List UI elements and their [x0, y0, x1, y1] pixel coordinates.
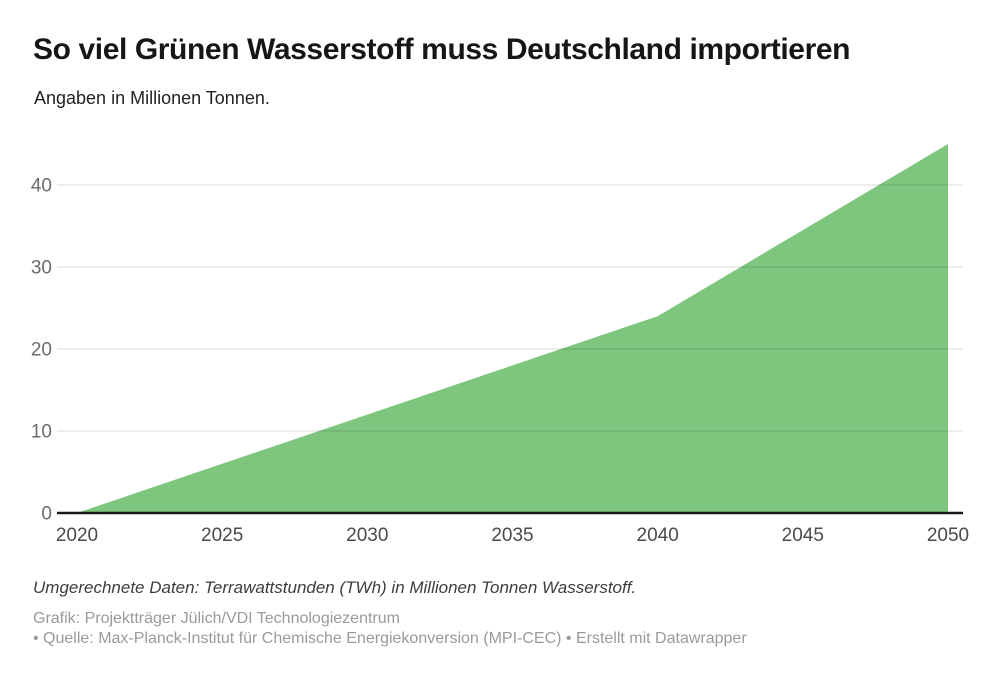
x-tick-label-2050: 2050: [927, 525, 969, 546]
x-tick-label-2030: 2030: [346, 525, 388, 546]
y-tick-label-10: 10: [31, 422, 52, 443]
x-tick-label-2040: 2040: [637, 525, 679, 546]
credit-quelle-datawrapper: • Quelle: Max-Planck-Institut für Chemis…: [33, 630, 747, 647]
y-tick-label-20: 20: [31, 340, 52, 361]
y-tick-label-0: 0: [41, 504, 52, 525]
conversion-note: Umgerechnete Daten: Terrawattstunden (TW…: [33, 578, 637, 597]
area-series-wasserstoff: [77, 144, 948, 513]
x-tick-label-2025: 2025: [201, 525, 243, 546]
chart-title: So viel Grünen Wasserstoff muss Deutschl…: [33, 33, 851, 66]
x-tick-label-2020: 2020: [56, 525, 98, 546]
x-tick-label-2035: 2035: [491, 525, 533, 546]
y-tick-label-40: 40: [31, 176, 52, 197]
credit-grafik: Grafik: Projektträger Jülich/VDI Technol…: [33, 610, 400, 627]
y-tick-label-30: 30: [31, 258, 52, 279]
x-tick-label-2045: 2045: [782, 525, 824, 546]
chart-subtitle: Angaben in Millionen Tonnen.: [34, 88, 270, 108]
